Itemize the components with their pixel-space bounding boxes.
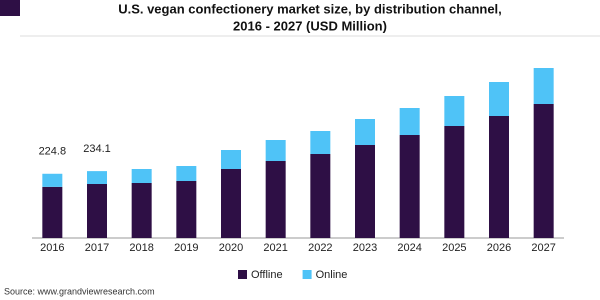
bar-segment [489, 116, 509, 238]
x-tick-label: 2019 [174, 242, 198, 254]
legend-swatch [238, 270, 247, 279]
x-tick-label: 2025 [442, 242, 466, 254]
bar-segment [399, 135, 420, 238]
source: Source: www.grandviewresearch.com [4, 286, 155, 296]
bar-segment [310, 154, 331, 238]
bar-segment [444, 126, 465, 238]
bar-segment [355, 145, 375, 238]
bar-segment [355, 119, 375, 145]
bar-segment [444, 96, 465, 126]
bar-segment [265, 161, 286, 238]
legend-swatch [302, 270, 312, 279]
x-tick-label: 2017 [85, 242, 109, 254]
x-tick-label: 2020 [219, 242, 243, 254]
bar-segment [87, 184, 107, 238]
x-tick-label: 2026 [487, 242, 511, 254]
bar-segment [489, 82, 509, 116]
x-tick-label: 2027 [531, 242, 555, 254]
bar-segment [533, 104, 554, 238]
total-label: 234.1 [83, 143, 111, 155]
x-tick-label: 2022 [308, 242, 332, 254]
bar-segment [131, 169, 152, 183]
chart-title: U.S. vegan confectionery market size, by… [118, 1, 502, 16]
bar-segment [87, 171, 107, 184]
total-label: 224.8 [39, 146, 67, 158]
x-tick-label: 2024 [397, 242, 421, 254]
bar-segment [42, 186, 63, 238]
x-tick-label: 2021 [263, 242, 287, 254]
x-tick-label: 2018 [129, 242, 153, 254]
legend-label: Offline [251, 269, 283, 281]
legend-label: Online [316, 269, 348, 281]
bar-segment [265, 140, 286, 161]
bar-segment [221, 150, 241, 169]
bar-segment [176, 181, 197, 238]
chart-title: 2016 - 2027 (USD Million) [233, 18, 387, 33]
bar-segment [533, 68, 554, 104]
bar-segment [176, 166, 197, 181]
x-tick-label: 2023 [353, 242, 377, 254]
bar-segment [42, 173, 63, 187]
bar-segment [131, 183, 152, 238]
x-tick-label: 2016 [40, 242, 64, 254]
corner-decoration [0, 0, 20, 16]
bar-segment [310, 131, 331, 154]
bar-segment [399, 108, 420, 135]
bar-segment [221, 169, 241, 238]
